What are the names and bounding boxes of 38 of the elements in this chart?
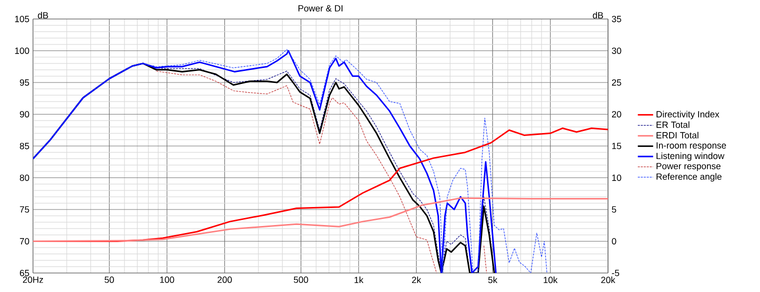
- x-tick-label: 20k: [601, 276, 616, 284]
- y2-tick-label: -5: [612, 270, 620, 276]
- y2-tick-label: 15: [612, 142, 622, 150]
- legend-label: ER Total: [656, 121, 690, 128]
- y2-tick-label: 25: [612, 79, 622, 86]
- y2-tick-label: 10: [612, 174, 622, 181]
- y-tick-label: 100: [15, 48, 30, 54]
- legend-label: ERDI Total: [656, 132, 698, 138]
- x-tick-label: 10k: [544, 276, 558, 284]
- y2-tick-label: 0: [612, 238, 616, 244]
- y-tick-label: 90: [20, 111, 30, 118]
- legend-label: Listening window: [656, 152, 724, 161]
- x-tick-label: 5k: [488, 276, 498, 284]
- x-tick-label: 50: [104, 276, 114, 283]
- chart-title: Power & DI: [298, 5, 342, 12]
- y-axis-title: dB: [38, 12, 48, 18]
- legend-label: Power response: [656, 163, 720, 172]
- y2-tick-label: 30: [612, 48, 622, 54]
- x-tick-label: 500: [294, 276, 308, 283]
- y2-axis-title: dB: [592, 12, 604, 18]
- legend-label: Directivity Index: [656, 110, 720, 120]
- y-tick-label: 95: [20, 79, 30, 86]
- x-tick-label: 1k: [354, 276, 364, 284]
- y2-tick-label: 35: [612, 16, 622, 22]
- y2-tick-label: 20: [612, 111, 622, 118]
- y-tick-label: 70: [20, 238, 30, 244]
- x-tick-label: 200: [218, 276, 232, 283]
- x-tick-label: 100: [160, 276, 174, 283]
- y-tick-label: 65: [20, 270, 30, 276]
- y2-tick-label: 5: [612, 206, 616, 213]
- legend-label: Reference angle: [656, 173, 722, 182]
- y-tick-label: 85: [20, 142, 30, 150]
- y-tick-label: 80: [20, 174, 30, 181]
- x-tick-label: 20Hz: [22, 276, 44, 283]
- y-tick-label: 75: [20, 206, 30, 213]
- legend-label: In-room response: [656, 142, 726, 150]
- x-tick-label: 2k: [412, 276, 422, 284]
- y-tick-label: 105: [15, 16, 30, 22]
